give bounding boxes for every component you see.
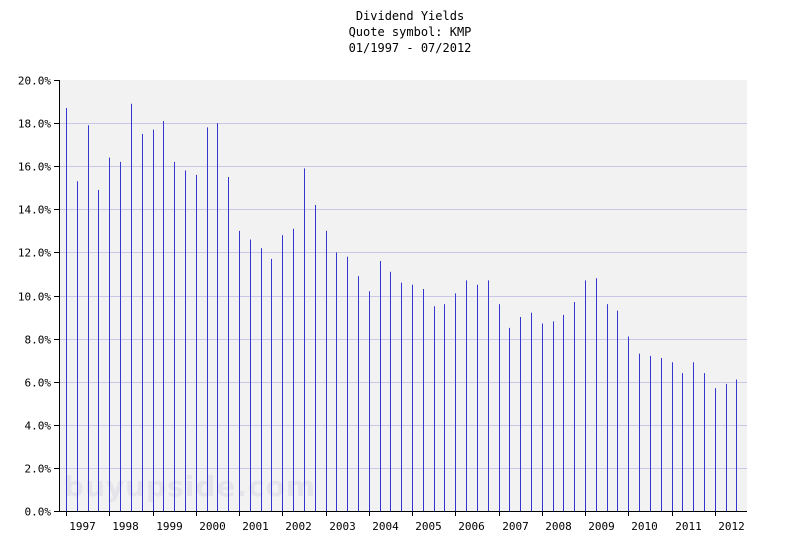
y-tick-label: 2.0% — [25, 463, 52, 476]
y-tick-label: 6.0% — [25, 377, 52, 390]
x-tick-label: 2004 — [372, 520, 399, 533]
x-tick-label: 2003 — [329, 520, 356, 533]
x-tick-label: 1997 — [69, 520, 96, 533]
y-axis-ticks: 0.0% 2.0% 4.0% 6.0% 8.0% 10.0% 12.0% 14.0% 16.0%… — [18, 75, 59, 519]
x-tick-label: 2009 — [588, 520, 615, 533]
y-tick-label: 16.0% — [18, 161, 51, 174]
x-tick-label: 2002 — [285, 520, 312, 533]
x-tick-label: 2008 — [545, 520, 572, 533]
y-tick-label: 12.0% — [18, 247, 51, 260]
x-tick-label: 2007 — [502, 520, 529, 533]
y-tick-label: 20.0% — [18, 75, 51, 88]
x-tick-label: 2005 — [415, 520, 442, 533]
y-tick-label: 0.0% — [25, 506, 52, 519]
y-tick-label: 10.0% — [18, 291, 51, 304]
x-tick-label: 2001 — [242, 520, 269, 533]
x-tick-label: 2006 — [458, 520, 485, 533]
x-tick-label: 2010 — [631, 520, 658, 533]
y-tick-label: 18.0% — [18, 118, 51, 131]
x-tick-label: 2012 — [718, 520, 745, 533]
axes — [59, 80, 747, 512]
watermark: buyupside.com — [64, 470, 316, 503]
grid-lines — [59, 123, 747, 469]
x-tick-label: 2011 — [675, 520, 702, 533]
y-tick-label: 14.0% — [18, 204, 51, 217]
plot-area — [59, 80, 747, 511]
chart-subtitle-symbol: Quote symbol: KMP — [348, 25, 472, 39]
x-tick-label: 1998 — [112, 520, 139, 533]
bars — [66, 103, 737, 511]
y-tick-label: 4.0% — [25, 420, 52, 433]
x-tick-label: 2000 — [199, 520, 226, 533]
chart-titles: Dividend Yields Quote symbol: KMP 01/199… — [0, 8, 792, 56]
x-axis-ticks: 1997 1998 1999 2000 2001 2002 2003 2004 2005 2006… — [66, 511, 745, 533]
y-tick-label: 8.0% — [25, 334, 52, 347]
chart-subtitle-range: 01/1997 - 07/2012 — [348, 41, 472, 55]
x-tick-label: 1999 — [156, 520, 183, 533]
chart-title: Dividend Yields — [355, 9, 465, 23]
